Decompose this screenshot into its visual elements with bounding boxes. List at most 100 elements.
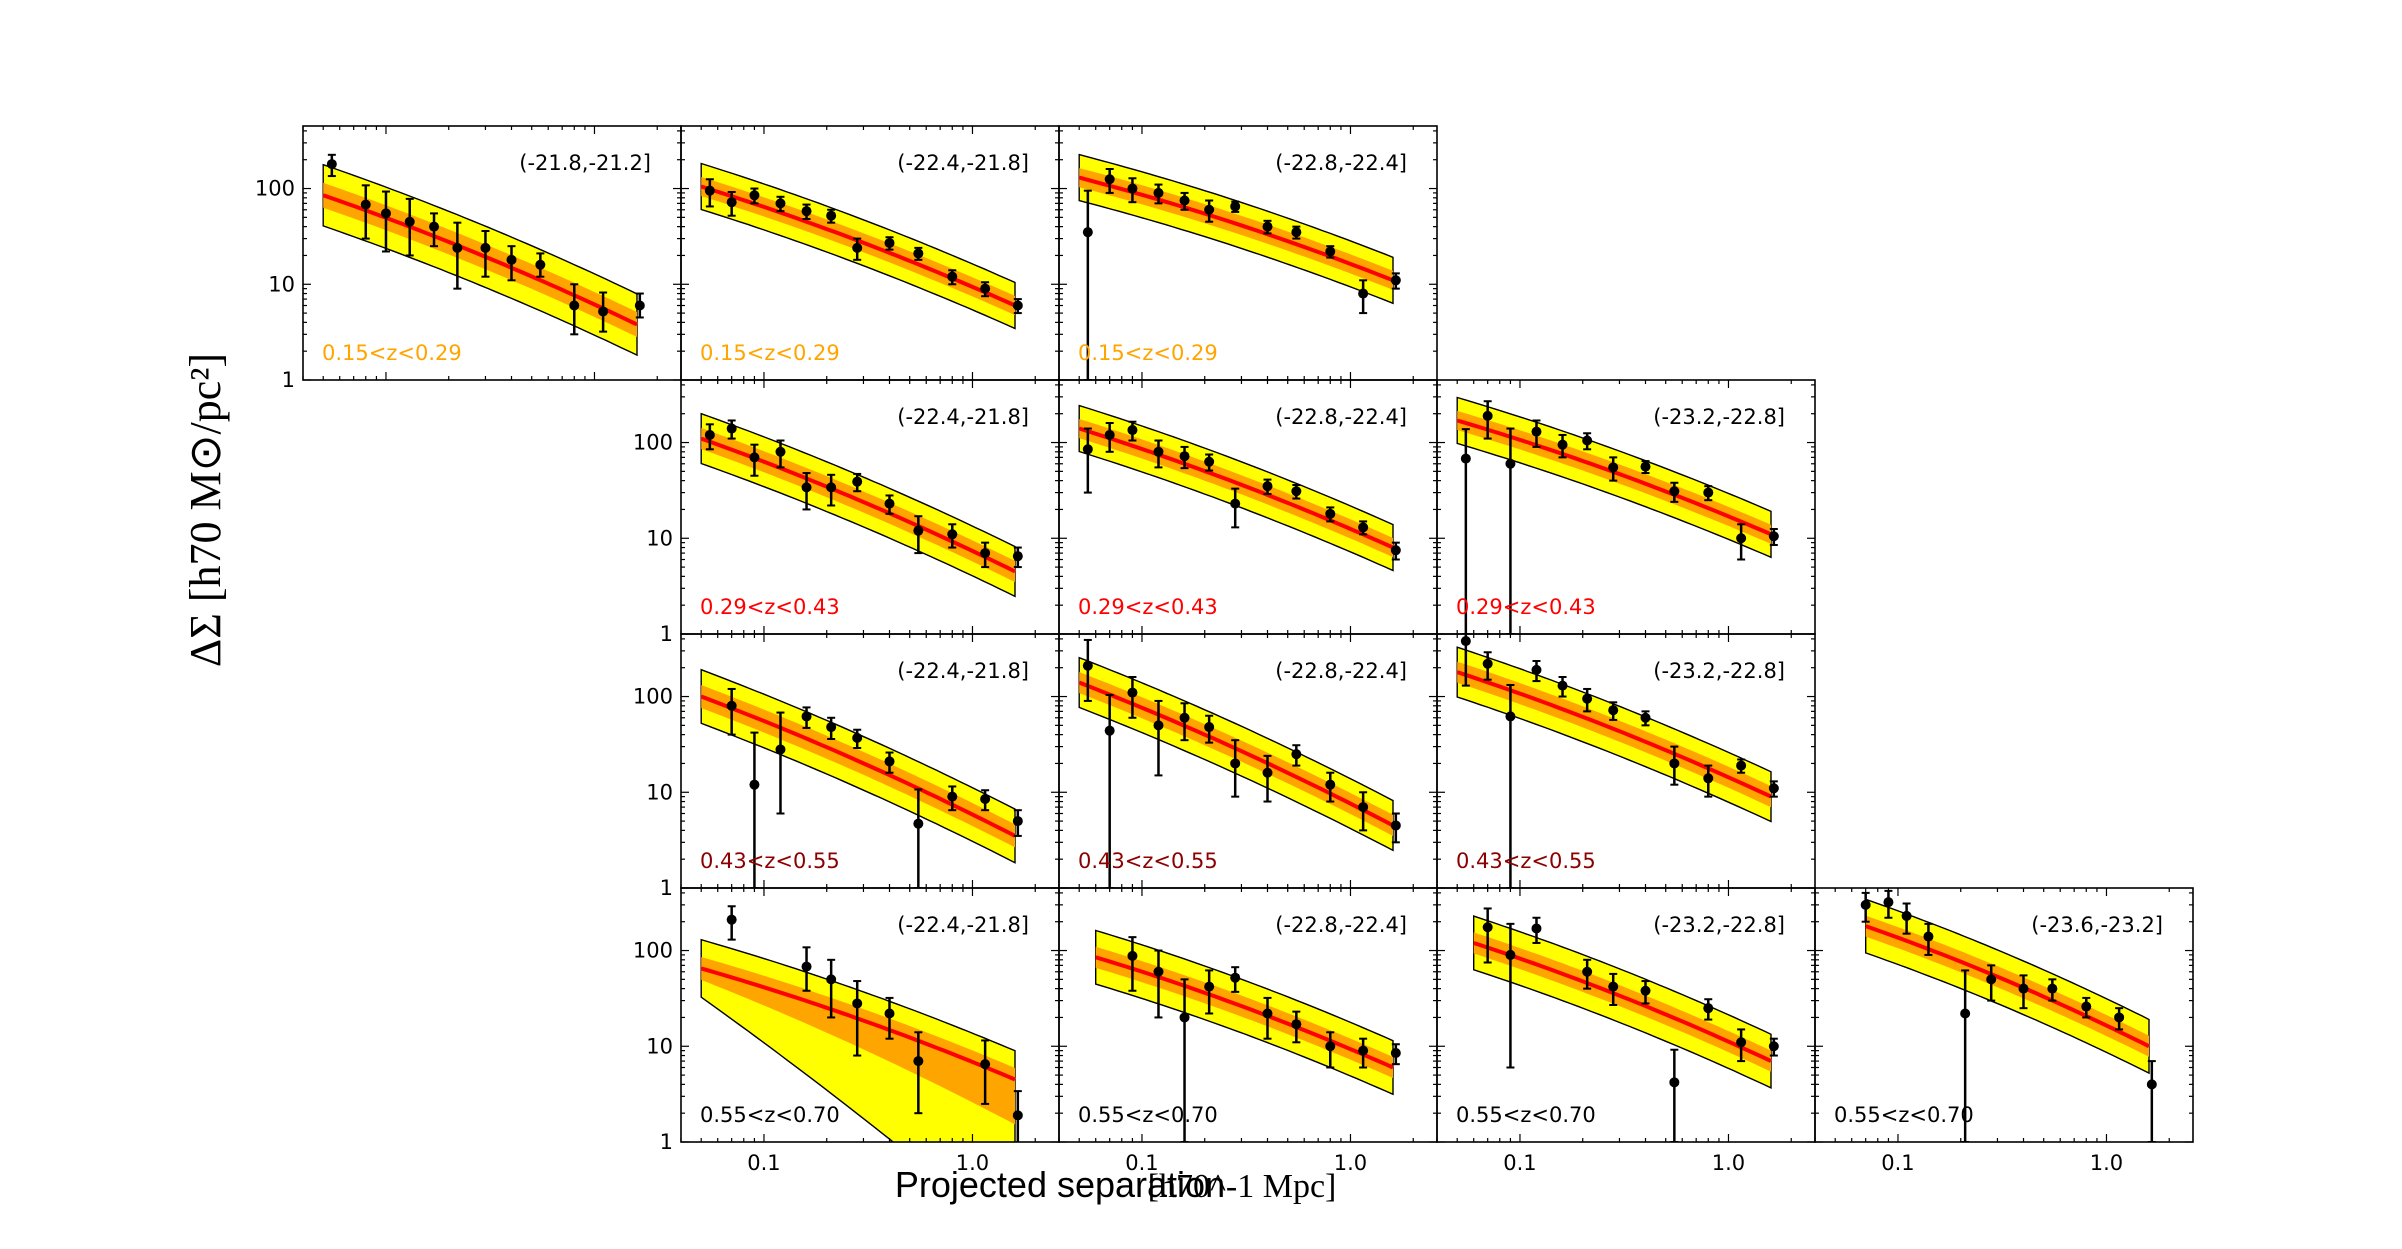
data-point bbox=[452, 242, 463, 253]
data-point bbox=[947, 529, 958, 540]
data-point bbox=[1204, 722, 1215, 733]
data-point bbox=[980, 548, 991, 559]
redshift-range-label: 0.43<z<0.55 bbox=[700, 849, 840, 873]
redshift-range-label: 0.29<z<0.43 bbox=[700, 595, 840, 619]
data-point bbox=[1012, 1110, 1023, 1121]
x-tick-label: 0.1 bbox=[1881, 1151, 1914, 1175]
data-point bbox=[1505, 458, 1516, 469]
data-point bbox=[1104, 429, 1115, 440]
data-point bbox=[1582, 435, 1593, 446]
x-tick-label: 0.1 bbox=[1503, 1151, 1536, 1175]
redshift-range-label: 0.55<z<0.70 bbox=[1078, 1103, 1218, 1127]
data-point bbox=[852, 476, 863, 487]
panel-plot-area bbox=[322, 153, 645, 357]
data-point bbox=[826, 482, 837, 493]
panel-1: (-22.4,-21.8] 0.15<z<0.29 bbox=[680, 125, 1060, 381]
data-point bbox=[980, 283, 991, 294]
data-point bbox=[1179, 1012, 1190, 1023]
redshift-range-label: 0.29<z<0.43 bbox=[1456, 595, 1596, 619]
data-point bbox=[1204, 456, 1215, 467]
panel-plot-area bbox=[1095, 929, 1401, 1142]
data-point bbox=[980, 1059, 991, 1070]
data-point bbox=[2047, 983, 2058, 994]
data-point bbox=[1582, 693, 1593, 704]
data-point bbox=[1325, 779, 1336, 790]
data-point bbox=[1127, 687, 1138, 698]
data-point bbox=[947, 271, 958, 282]
data-point bbox=[1127, 950, 1138, 961]
panel-5: (-23.2,-22.8] 0.29<z<0.43 bbox=[1436, 379, 1816, 635]
data-point bbox=[913, 1056, 924, 1067]
magnitude-range-label: (-23.2,-22.8] bbox=[1653, 913, 1785, 937]
data-point bbox=[380, 208, 391, 219]
redshift-range-label: 0.55<z<0.70 bbox=[1834, 1103, 1974, 1127]
data-point bbox=[749, 190, 760, 201]
y-tick-label: 10 bbox=[268, 272, 295, 296]
data-point bbox=[1104, 174, 1115, 185]
data-point bbox=[1358, 802, 1369, 813]
panel-plot-area bbox=[1078, 153, 1401, 380]
data-point bbox=[1230, 201, 1241, 212]
data-point bbox=[1669, 486, 1680, 497]
x-tick-label: 0.1 bbox=[747, 1151, 780, 1175]
model-line bbox=[1473, 941, 1772, 1063]
data-point bbox=[2146, 1079, 2157, 1090]
y-tick-label: 1 bbox=[660, 876, 673, 900]
data-point bbox=[1291, 1019, 1302, 1030]
data-point bbox=[1325, 246, 1336, 257]
data-point bbox=[1230, 972, 1241, 983]
magnitude-range-label: (-22.8,-22.4] bbox=[1275, 913, 1407, 937]
data-point bbox=[749, 452, 760, 463]
data-point bbox=[1082, 660, 1093, 671]
data-point bbox=[913, 248, 924, 259]
data-point bbox=[801, 482, 812, 493]
data-point bbox=[1325, 1041, 1336, 1052]
data-point bbox=[1482, 658, 1493, 669]
data-point bbox=[1669, 1077, 1680, 1088]
data-point bbox=[598, 306, 609, 317]
data-point bbox=[1582, 966, 1593, 977]
data-point bbox=[1012, 816, 1023, 827]
data-point bbox=[2114, 1012, 2125, 1023]
magnitude-range-label: (-23.2,-22.8] bbox=[1653, 405, 1785, 429]
data-point bbox=[726, 914, 737, 925]
magnitude-range-label: (-22.4,-21.8] bbox=[897, 659, 1029, 683]
data-point bbox=[749, 779, 760, 790]
data-point bbox=[1390, 545, 1401, 556]
data-point bbox=[535, 259, 546, 270]
data-point bbox=[1262, 481, 1273, 492]
data-point bbox=[1531, 923, 1542, 934]
data-point bbox=[1608, 705, 1619, 716]
data-point bbox=[1358, 522, 1369, 533]
data-point bbox=[1358, 288, 1369, 299]
data-point bbox=[726, 197, 737, 208]
model-inner-band bbox=[1473, 932, 1771, 1072]
data-point bbox=[801, 961, 812, 972]
data-point bbox=[1390, 820, 1401, 831]
x-axis-unit: [h70^-1 Mpc] bbox=[1148, 1168, 1337, 1205]
redshift-range-label: 0.43<z<0.55 bbox=[1078, 849, 1218, 873]
y-tick-label: 100 bbox=[633, 431, 673, 455]
panel-plot-area bbox=[700, 905, 1023, 1142]
data-point bbox=[775, 198, 786, 209]
data-point bbox=[704, 185, 715, 196]
magnitude-range-label: (-22.8,-22.4] bbox=[1275, 659, 1407, 683]
data-point bbox=[1127, 425, 1138, 436]
data-point bbox=[1608, 981, 1619, 992]
data-point bbox=[1557, 680, 1568, 691]
magnitude-range-label: (-23.6,-23.2] bbox=[2031, 913, 2163, 937]
data-point bbox=[1390, 275, 1401, 286]
panel-11: 0.1 1.0 (-23.2,-22.8] 0.55<z<0.70 bbox=[1436, 887, 1816, 1175]
y-tick-label: 1 bbox=[282, 368, 295, 392]
data-point bbox=[1291, 486, 1302, 497]
x-tick-label: 1.0 bbox=[2090, 1151, 2123, 1175]
model-inner-band bbox=[701, 428, 1015, 582]
panel-plot-area bbox=[1456, 634, 1779, 888]
data-point bbox=[1179, 451, 1190, 462]
data-point bbox=[1669, 758, 1680, 769]
model-inner-band bbox=[1095, 946, 1393, 1078]
data-point bbox=[1262, 767, 1273, 778]
data-point bbox=[1482, 922, 1493, 933]
data-point bbox=[1557, 439, 1568, 450]
